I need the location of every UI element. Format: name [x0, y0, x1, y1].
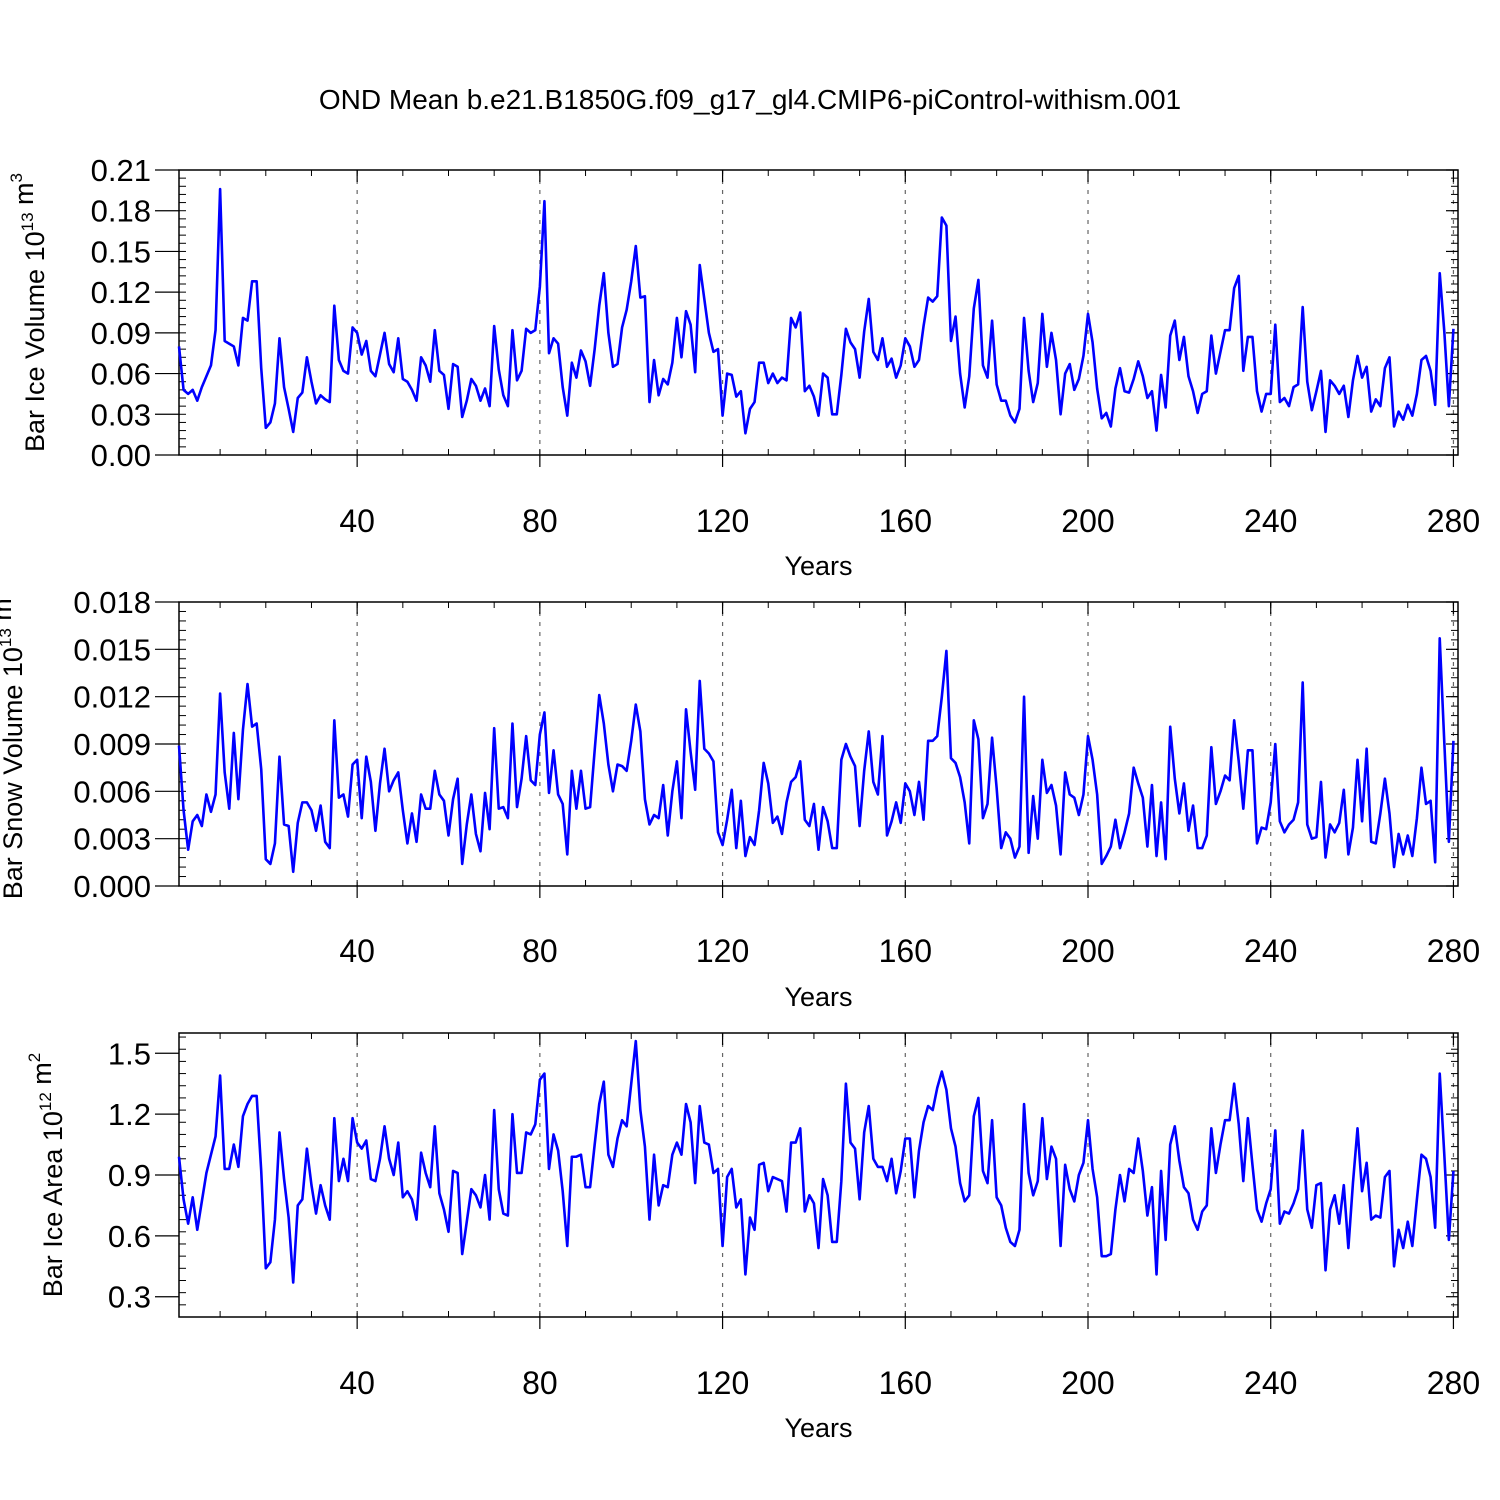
y-label-text: Bar Ice Area 10	[38, 1111, 68, 1297]
y-label-superscript: 3	[7, 173, 26, 182]
y-label-text: Bar Snow Volume 10	[0, 647, 28, 899]
y-label-text: Bar Ice Volume 10	[20, 231, 50, 452]
y-tick-label: 0.09	[91, 316, 151, 351]
y-tick-label: 0.06	[91, 357, 151, 392]
y-tick-label: 0.6	[108, 1219, 151, 1254]
panel-3: 40 80 120 160 200 240 280 0.3 0.6 0.9 1.2 1.5 Years B…	[25, 1032, 1480, 1443]
y-tick-label: 0.000	[73, 869, 151, 904]
y-label-superscript: 2	[25, 1053, 44, 1062]
plot-frame	[178, 1032, 1459, 1318]
x-axis-label: Years	[784, 982, 852, 1012]
x-tick-label: 120	[696, 933, 749, 969]
x-tick-label: 80	[522, 933, 558, 969]
x-tick-label: 280	[1427, 503, 1480, 539]
y-tick-label: 1.2	[108, 1097, 151, 1132]
x-tick-label: 80	[522, 1365, 558, 1401]
x-tick-label: 80	[522, 503, 558, 539]
y-tick-label: 0.018	[73, 585, 151, 620]
series-line-bar-ice-area	[177, 1039, 1455, 1284]
plot-frame	[178, 169, 1459, 456]
y-tick-label: 0.009	[73, 727, 151, 762]
panel-2: 40 80 120 160 200 240 280 0.000 0.003 0.006 0.009 0…	[0, 585, 1480, 1012]
y-label-text: m	[0, 598, 17, 628]
y-tick-label: 0.18	[91, 194, 151, 229]
x-tick-label: 240	[1244, 503, 1297, 539]
y-tick-label: 0.00	[91, 438, 151, 473]
x-tick-label: 280	[1427, 933, 1480, 969]
y-label-superscript: 12	[36, 1092, 55, 1111]
x-axis-label: Years	[784, 551, 852, 581]
x-tick-label: 280	[1427, 1365, 1480, 1401]
series-line-bar-ice-volume	[177, 187, 1455, 435]
x-tick-label: 120	[696, 1365, 749, 1401]
y-tick-label: 0.15	[91, 234, 151, 269]
x-tick-label: 160	[879, 1365, 932, 1401]
y-axis-label: Bar Ice Volume 1013 m3	[7, 173, 50, 452]
y-label-superscript: 13	[18, 212, 37, 231]
y-tick-label: 0.003	[73, 822, 151, 857]
y-tick-label: 0.12	[91, 275, 151, 310]
y-tick-label: 0.006	[73, 774, 151, 809]
y-tick-label: 1.5	[108, 1036, 151, 1071]
x-tick-label: 160	[879, 933, 932, 969]
x-tick-label: 40	[339, 933, 375, 969]
y-label-text: m	[9, 182, 39, 212]
y-tick-label: 0.015	[73, 632, 151, 667]
panel-1: 40 80 120 160 200 240 280 0.00 0.03 0.06 0.09 0.12 0…	[7, 153, 1480, 581]
x-tick-label: 40	[339, 1365, 375, 1401]
y-label-superscript: 13	[0, 628, 15, 647]
x-tick-label: 200	[1061, 503, 1114, 539]
y-tick-label: 0.03	[91, 397, 151, 432]
plot-frame	[178, 601, 1459, 887]
y-label-text: m	[27, 1062, 57, 1092]
x-tick-label: 240	[1244, 933, 1297, 969]
y-tick-label: 0.21	[91, 153, 151, 188]
x-tick-label: 240	[1244, 1365, 1297, 1401]
x-tick-label: 160	[879, 503, 932, 539]
y-label-superscript: 3	[0, 589, 4, 598]
x-tick-label: 200	[1061, 933, 1114, 969]
x-axis-label: Years	[784, 1413, 852, 1443]
series-line-bar-snow-volume	[177, 636, 1455, 874]
y-tick-label: 0.012	[73, 680, 151, 715]
x-tick-label: 120	[696, 503, 749, 539]
panels: 40 80 120 160 200 240 2800.000.030.060.090.120…	[0, 153, 1480, 1443]
y-axis-label: Bar Ice Area 1012 m2	[25, 1053, 68, 1298]
x-tick-label: 40	[339, 503, 375, 539]
y-axis-label: Bar Snow Volume 1013 m3	[0, 589, 28, 900]
x-tick-label: 200	[1061, 1365, 1114, 1401]
y-tick-label: 0.9	[108, 1158, 151, 1193]
figure-title: OND Mean b.e21.B1850G.f09_g17_gl4.CMIP6-…	[319, 84, 1181, 115]
y-tick-label: 0.3	[108, 1280, 151, 1315]
